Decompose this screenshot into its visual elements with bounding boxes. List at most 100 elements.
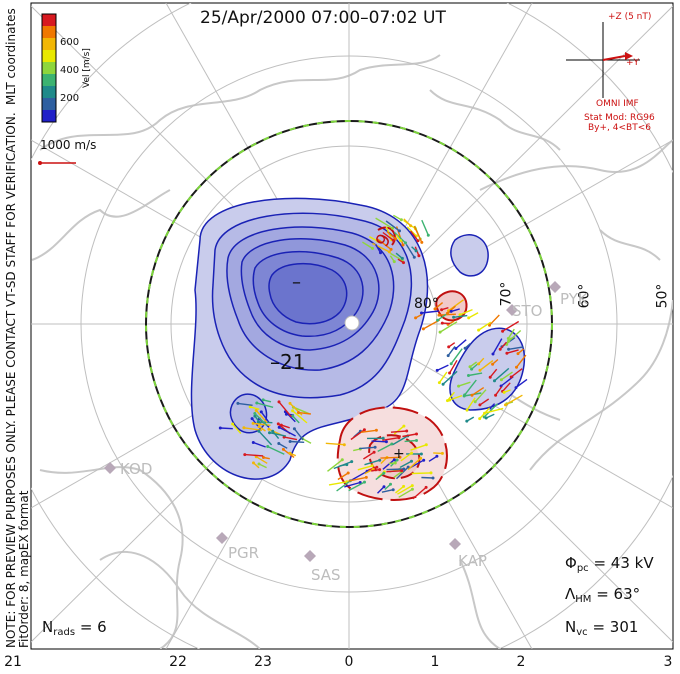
velocity-vector-origin: [478, 417, 482, 421]
velocity-vector: [386, 470, 402, 473]
velocity-vector-origin: [378, 458, 382, 462]
velocity-vector-origin: [514, 386, 518, 390]
velocity-vector-origin: [381, 436, 385, 440]
velocity-vector: [380, 456, 401, 459]
velocity-vector-origin: [250, 417, 254, 421]
velocity-vector: [253, 441, 266, 448]
station-marker: [449, 538, 461, 550]
velocity-vector-origin: [410, 451, 414, 455]
velocity-vector: [455, 339, 467, 350]
velocity-vector: [293, 428, 304, 441]
velocity-vector-origin: [419, 456, 423, 460]
velocity-vector: [350, 429, 365, 441]
velocity-vector: [436, 364, 449, 372]
velocity-vector-origin: [491, 352, 495, 356]
velocity-vector: [393, 231, 406, 244]
lambda-hm-value: = 63°: [596, 585, 641, 603]
velocity-vector: [428, 455, 438, 462]
velocity-vector: [488, 314, 500, 326]
velocity-vector-origin: [478, 403, 482, 407]
velocity-vector-origin: [364, 475, 368, 479]
velocity-vector: [390, 252, 403, 262]
velocity-vector-origin: [410, 459, 413, 463]
lat-label-50: 50°: [654, 283, 671, 309]
velocity-vector-origin: [399, 218, 403, 222]
velocity-vector: [254, 412, 268, 427]
velocity-vector-origin: [253, 412, 257, 415]
velocity-vector-origin: [424, 443, 428, 447]
velocity-vector-origin: [255, 401, 259, 405]
velocity-vector: [385, 220, 400, 232]
velocity-vector: [292, 410, 308, 424]
imf-y-label: +Y: [626, 58, 640, 68]
velocity-vector: [375, 244, 382, 254]
velocity-vector-origin: [410, 484, 414, 488]
velocity-vector-origin: [379, 251, 382, 255]
phi-pc-stat: Φpc = 43 kV: [565, 554, 654, 574]
mlt-tick-0: 0: [344, 654, 354, 670]
velocity-vector-origin: [392, 260, 396, 264]
mlt-tick-22: 22: [169, 654, 187, 670]
velocity-vector: [507, 328, 515, 339]
velocity-vector: [390, 430, 407, 433]
colorbar-segment: [42, 98, 56, 111]
n-vc-value: = 301: [592, 618, 639, 636]
velocity-vector-origin: [424, 485, 428, 489]
velocity-vector: [397, 484, 413, 495]
velocity-vector: [382, 231, 394, 241]
velocity-vector-origin: [402, 424, 406, 428]
velocity-vector: [244, 453, 264, 457]
velocity-vector: [348, 476, 367, 482]
velocity-vector-origin: [261, 398, 265, 402]
velocity-vector-origin: [397, 436, 401, 440]
velocity-vector: [458, 381, 471, 387]
velocity-vector-origin: [462, 394, 466, 398]
velocity-vector-origin: [242, 426, 246, 430]
colorbar-segment: [42, 74, 56, 87]
velocity-vector: [479, 407, 491, 420]
velocity-vector: [382, 459, 395, 470]
velocity-vector: [360, 429, 377, 433]
colorbar-segment: [42, 38, 56, 51]
velocity-vector-origin: [346, 471, 350, 475]
n-vc-stat: Nvc = 301: [565, 618, 639, 638]
velocity-vector-origin: [440, 308, 444, 312]
velocity-vector-origin: [392, 458, 396, 462]
velocity-vector: [499, 341, 508, 350]
velocity-vector: [237, 402, 253, 406]
velocity-vector-origin: [288, 451, 292, 455]
velocity-vector-origin: [436, 318, 440, 322]
velocity-vector: [407, 457, 422, 471]
velocity-vector-origin: [268, 431, 271, 435]
velocity-vector: [421, 219, 429, 236]
velocity-vector-origin: [277, 425, 281, 429]
velocity-vector: [399, 460, 412, 469]
velocity-vector-origin: [437, 313, 441, 317]
station-marker: [304, 550, 316, 562]
velocity-vector: [403, 218, 412, 227]
velocity-vector-origin: [505, 351, 509, 355]
heppner-maynard-boundary-dash: [145, 120, 553, 528]
velocity-vector-origin: [415, 432, 418, 436]
colorbar-outline: [41, 13, 57, 123]
velocity-vector: [404, 439, 417, 443]
mlt-tick-23: 23: [254, 654, 272, 670]
velocity-vector-origin: [420, 311, 423, 315]
velocity-vector-origin: [440, 451, 444, 455]
velocity-vector: [393, 471, 403, 479]
velocity-vector: [268, 428, 282, 436]
velocity-vector: [278, 401, 292, 418]
velocity-vector: [464, 379, 477, 396]
velocity-vector: [298, 411, 311, 415]
velocity-vector-origin: [281, 447, 285, 451]
contour-label-max: +: [393, 446, 405, 462]
velocity-vector-origin: [493, 379, 496, 383]
velocity-vector: [494, 367, 510, 382]
velocity-vector-origin: [415, 439, 418, 442]
velocity-vector-origin: [405, 429, 409, 433]
velocity-vector-origin: [399, 239, 402, 243]
velocity-vector: [393, 214, 402, 221]
velocity-vector: [398, 488, 413, 498]
velocity-vector-origin: [488, 323, 491, 327]
